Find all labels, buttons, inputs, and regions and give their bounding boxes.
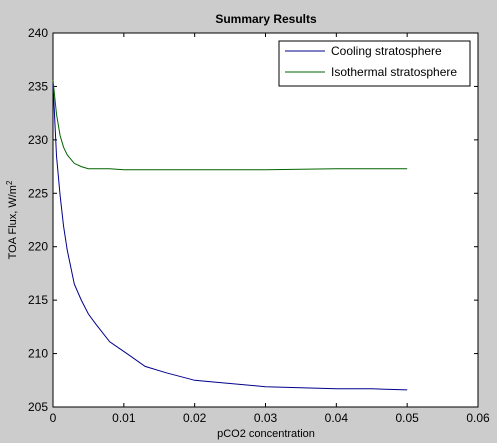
legend-label-cooling: Cooling stratosphere: [331, 44, 442, 58]
x-axis-label: pCO2 concentration: [217, 428, 315, 440]
x-tick-label: 0.05: [395, 411, 419, 425]
y-tick-label: 240: [28, 26, 48, 40]
x-tick-label: 0.06: [466, 411, 490, 425]
y-tick-label: 205: [28, 400, 48, 414]
x-tick-label: 0.04: [325, 411, 349, 425]
y-tick-label: 215: [28, 293, 48, 307]
y-tick-label: 220: [28, 240, 48, 254]
series-line-cooling-stratosphere: [52, 83, 408, 391]
y-axis-label-text: TOA Flux, W/m: [7, 185, 19, 259]
x-tick-label: 0.02: [183, 411, 207, 425]
plot-area: [52, 32, 479, 408]
y-tick-label: 230: [28, 133, 48, 147]
x-tick-label: 0.03: [254, 411, 278, 425]
y-tick-label: 210: [28, 347, 48, 361]
y-tick-label: 235: [28, 79, 48, 93]
legend-box: [278, 40, 471, 87]
chart-title: Summary Results: [215, 12, 317, 26]
y-tick-label: 225: [28, 186, 48, 200]
series-lines: [52, 79, 408, 391]
series-line-isothermal-stratosphere: [52, 79, 408, 171]
y-axis-ticks: 205 210 215 220 225 230 235 240: [28, 26, 478, 414]
legend-label-isothermal: Isothermal stratosphere: [331, 65, 457, 79]
y-axis-label-superscript: 2: [5, 180, 14, 185]
x-tick-label: 0: [50, 411, 57, 425]
x-axis-ticks: 0 0.01 0.02 0.03 0.04 0.05 0.06: [50, 33, 490, 425]
y-axis-label: TOA Flux, W/m2: [5, 180, 19, 259]
x-tick-label: 0.01: [112, 411, 136, 425]
legend: Cooling stratosphere Isothermal stratosp…: [278, 40, 471, 87]
